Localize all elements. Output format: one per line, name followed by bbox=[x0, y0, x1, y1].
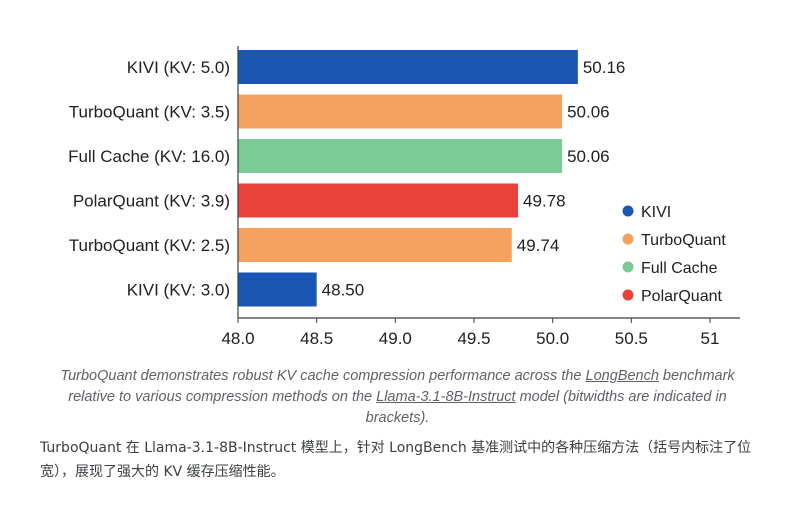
value-label-3: 49.78 bbox=[523, 192, 566, 211]
bar-chart: KIVI (KV: 5.0) TurboQuant (KV: 3.5) Full C… bbox=[68, 46, 740, 348]
category-label-0: KIVI (KV: 5.0) bbox=[127, 58, 230, 77]
category-labels: KIVI (KV: 5.0) TurboQuant (KV: 3.5) Full C… bbox=[68, 58, 230, 300]
value-label-1: 50.06 bbox=[567, 103, 610, 122]
caption-english: TurboQuant demonstrates robust KV cache … bbox=[40, 366, 755, 429]
legend-marker-2 bbox=[622, 261, 634, 273]
bar-4 bbox=[238, 228, 512, 262]
x-tick-label-4: 50.0 bbox=[536, 329, 569, 348]
legend-marker-3 bbox=[622, 289, 634, 301]
bar-0 bbox=[238, 50, 578, 84]
bar-5 bbox=[238, 272, 317, 307]
legend-label-2: Full Cache bbox=[641, 260, 718, 277]
x-tick-label-3: 49.5 bbox=[457, 329, 490, 348]
caption-en-part1: TurboQuant demonstrates robust KV cache … bbox=[60, 368, 586, 384]
caption-en-part2: benchmark relative to various compressio… bbox=[68, 368, 735, 405]
x-tick-label-5: 50.5 bbox=[615, 329, 648, 348]
caption-en-part3: model (bitwidths are indicated in bracke… bbox=[365, 389, 727, 426]
legend-marker-0 bbox=[622, 205, 634, 217]
bar-2 bbox=[238, 139, 563, 173]
legend-label-1: TurboQuant bbox=[641, 232, 726, 249]
bar-1 bbox=[238, 94, 563, 129]
bars-group bbox=[238, 50, 578, 307]
caption-chinese: TurboQuant 在 Llama-3.1-8B-Instruct 模型上，针… bbox=[40, 440, 752, 480]
value-label-0: 50.16 bbox=[583, 58, 626, 77]
value-label-2: 50.06 bbox=[567, 147, 610, 166]
value-label-5: 48.50 bbox=[322, 281, 365, 300]
category-label-1: TurboQuant (KV: 3.5) bbox=[69, 103, 230, 122]
legend: KIVI TurboQuant Full Cache PolarQuant bbox=[622, 204, 726, 305]
x-axis-ticks: 48.0 48.5 49.0 49.5 50.0 50.5 51 bbox=[221, 318, 719, 348]
category-label-4: TurboQuant (KV: 2.5) bbox=[69, 236, 230, 255]
value-labels: 50.16 50.06 50.06 49.78 49.74 48.50 bbox=[322, 58, 626, 300]
bar-3 bbox=[238, 183, 519, 218]
category-label-2: Full Cache (KV: 16.0) bbox=[68, 147, 230, 166]
legend-marker-1 bbox=[622, 233, 634, 245]
x-tick-label-6: 51 bbox=[701, 329, 720, 348]
category-label-5: KIVI (KV: 3.0) bbox=[127, 281, 230, 300]
legend-label-0: KIVI bbox=[641, 204, 671, 221]
legend-label-3: PolarQuant bbox=[641, 288, 722, 305]
llama-model-link[interactable]: Llama-3.1-8B-Instruct bbox=[376, 389, 516, 405]
category-label-3: PolarQuant (KV: 3.9) bbox=[73, 192, 230, 211]
x-tick-label-2: 49.0 bbox=[379, 329, 412, 348]
value-label-4: 49.74 bbox=[517, 236, 560, 255]
x-tick-label-0: 48.0 bbox=[221, 329, 254, 348]
longbench-link[interactable]: LongBench bbox=[585, 368, 659, 384]
x-tick-label-1: 48.5 bbox=[300, 329, 333, 348]
